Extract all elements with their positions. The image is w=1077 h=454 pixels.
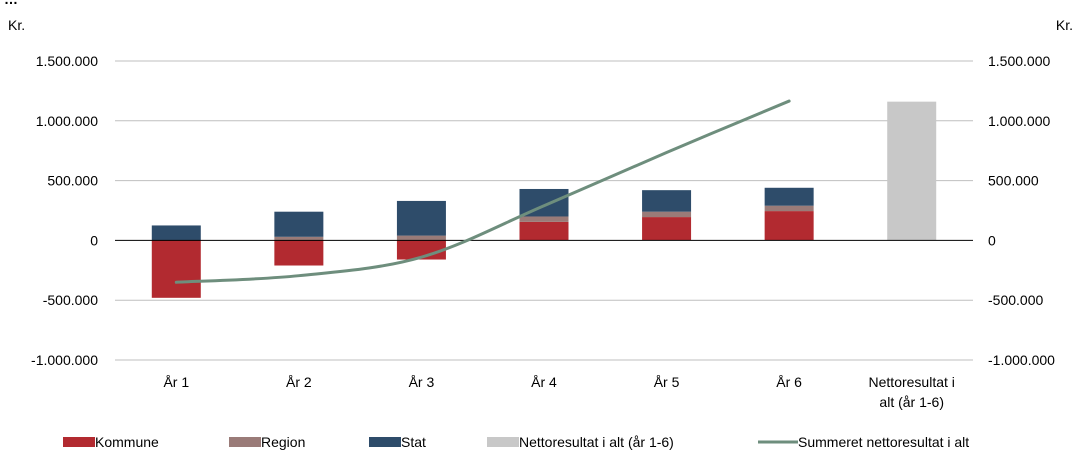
x-tick-label: År 6 bbox=[776, 374, 802, 390]
bar-region bbox=[274, 236, 324, 241]
right-tick-label: 0 bbox=[988, 232, 996, 248]
bar-kommune bbox=[642, 217, 692, 241]
bar-region bbox=[764, 205, 814, 212]
bar-stat bbox=[396, 200, 446, 236]
bar-stat bbox=[151, 225, 201, 241]
bar-region bbox=[519, 216, 569, 222]
gridlines bbox=[115, 60, 973, 361]
x-axis: År 1 År 2 År 3 År 4 År 5 År 6 Nettoresultat i a… bbox=[163, 374, 954, 410]
bar-kommune bbox=[151, 240, 201, 298]
x-tick-label: År 3 bbox=[409, 374, 435, 390]
legend-label: Kommune bbox=[95, 434, 159, 450]
x-tick-label: År 5 bbox=[654, 374, 680, 390]
x-tick-label: alt (år 1-6) bbox=[879, 394, 944, 410]
right-tick-label: -1.000.000 bbox=[988, 352, 1055, 368]
chart-title-fragment: … bbox=[4, 0, 18, 7]
left-tick-label: -1.000.000 bbox=[31, 352, 98, 368]
right-tick-label: 500.000 bbox=[988, 173, 1039, 189]
bar-kommune bbox=[274, 240, 324, 266]
right-tick-label: -500.000 bbox=[988, 292, 1043, 308]
legend-swatch bbox=[369, 437, 401, 447]
bar-kommune bbox=[764, 211, 814, 241]
legend-swatch bbox=[229, 437, 261, 447]
bar-region bbox=[642, 211, 692, 218]
right-y-axis: 1.500.000 1.000.000 500.000 0 -500.000 -1.000… bbox=[988, 53, 1055, 368]
left-tick-label: 500.000 bbox=[47, 173, 98, 189]
left-tick-label: 1.000.000 bbox=[36, 113, 98, 129]
bar-stat bbox=[764, 187, 814, 206]
bar-kommune bbox=[519, 221, 569, 241]
legend: Kommune Region Stat Nettoresultat i alt (år… bbox=[63, 434, 969, 450]
left-tick-label: 0 bbox=[90, 232, 98, 248]
left-y-axis: 1.500.000 1.000.000 500.000 0 -500.000 -1.000… bbox=[31, 53, 98, 368]
line-series bbox=[174, 99, 791, 284]
legend-swatch bbox=[63, 437, 95, 447]
left-tick-label: -500.000 bbox=[43, 292, 98, 308]
bar-stat bbox=[274, 211, 324, 237]
legend-swatch bbox=[487, 437, 519, 447]
left-axis-unit: Kr. bbox=[8, 17, 25, 33]
bar-region bbox=[396, 235, 446, 241]
x-tick-label: År 1 bbox=[163, 374, 189, 390]
bar-net-total bbox=[887, 101, 937, 241]
right-tick-label: 1.000.000 bbox=[988, 113, 1050, 129]
left-tick-label: 1.500.000 bbox=[36, 53, 98, 69]
legend-label: Nettoresultat i alt (år 1-6) bbox=[519, 434, 674, 450]
x-tick-label: År 4 bbox=[531, 374, 557, 390]
legend-label: Summeret nettoresultat i alt bbox=[798, 434, 969, 450]
line-summeret-nettoresultat bbox=[174, 99, 791, 284]
legend-label: Stat bbox=[401, 434, 426, 450]
x-tick-label: År 2 bbox=[286, 374, 312, 390]
legend-label: Region bbox=[261, 434, 305, 450]
right-axis-unit: Kr. bbox=[1056, 17, 1073, 33]
bars bbox=[151, 101, 937, 298]
right-tick-label: 1.500.000 bbox=[988, 53, 1050, 69]
bar-stat bbox=[642, 190, 692, 212]
x-tick-label: Nettoresultat i bbox=[869, 374, 955, 390]
